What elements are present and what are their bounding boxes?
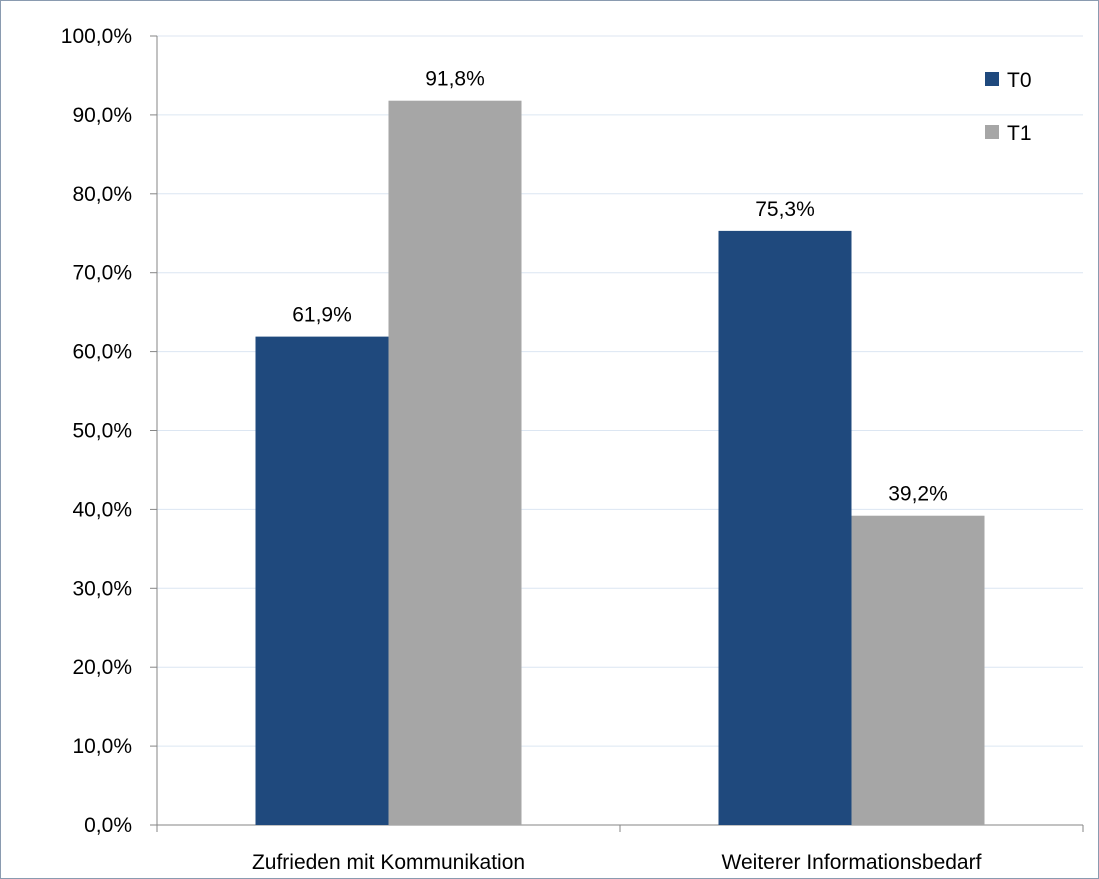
data-label: 39,2% <box>888 483 948 506</box>
y-tick-label: 30,0% <box>72 577 132 600</box>
y-tick-label: 50,0% <box>72 420 132 443</box>
y-tick-label: 60,0% <box>72 341 132 364</box>
legend-label-t1: T1 <box>1007 122 1032 145</box>
y-tick-label: 20,0% <box>72 656 132 679</box>
data-label: 61,9% <box>292 304 352 327</box>
y-tick-label: 80,0% <box>72 183 132 206</box>
y-tick-label: 100,0% <box>61 25 132 48</box>
data-label: 91,8% <box>425 68 485 91</box>
x-category-label: Zufrieden mit Kommunikation <box>252 851 525 874</box>
y-tick-label: 70,0% <box>72 262 132 285</box>
bar-t1-2 <box>851 515 985 825</box>
bar-t0-1 <box>255 336 389 825</box>
legend-swatch-t0 <box>985 72 999 86</box>
y-tick-label: 90,0% <box>72 104 132 127</box>
y-tick-label: 0,0% <box>84 814 132 837</box>
bar-t0-2 <box>718 230 852 825</box>
y-tick-label: 10,0% <box>72 735 132 758</box>
legend-label-t0: T0 <box>1007 69 1032 92</box>
bar-t1-1 <box>388 100 522 825</box>
legend-swatch-t1 <box>985 125 999 139</box>
data-label: 75,3% <box>755 198 815 221</box>
x-category-label: Weiterer Informationsbedarf <box>722 851 982 874</box>
y-tick-label: 40,0% <box>72 498 132 521</box>
